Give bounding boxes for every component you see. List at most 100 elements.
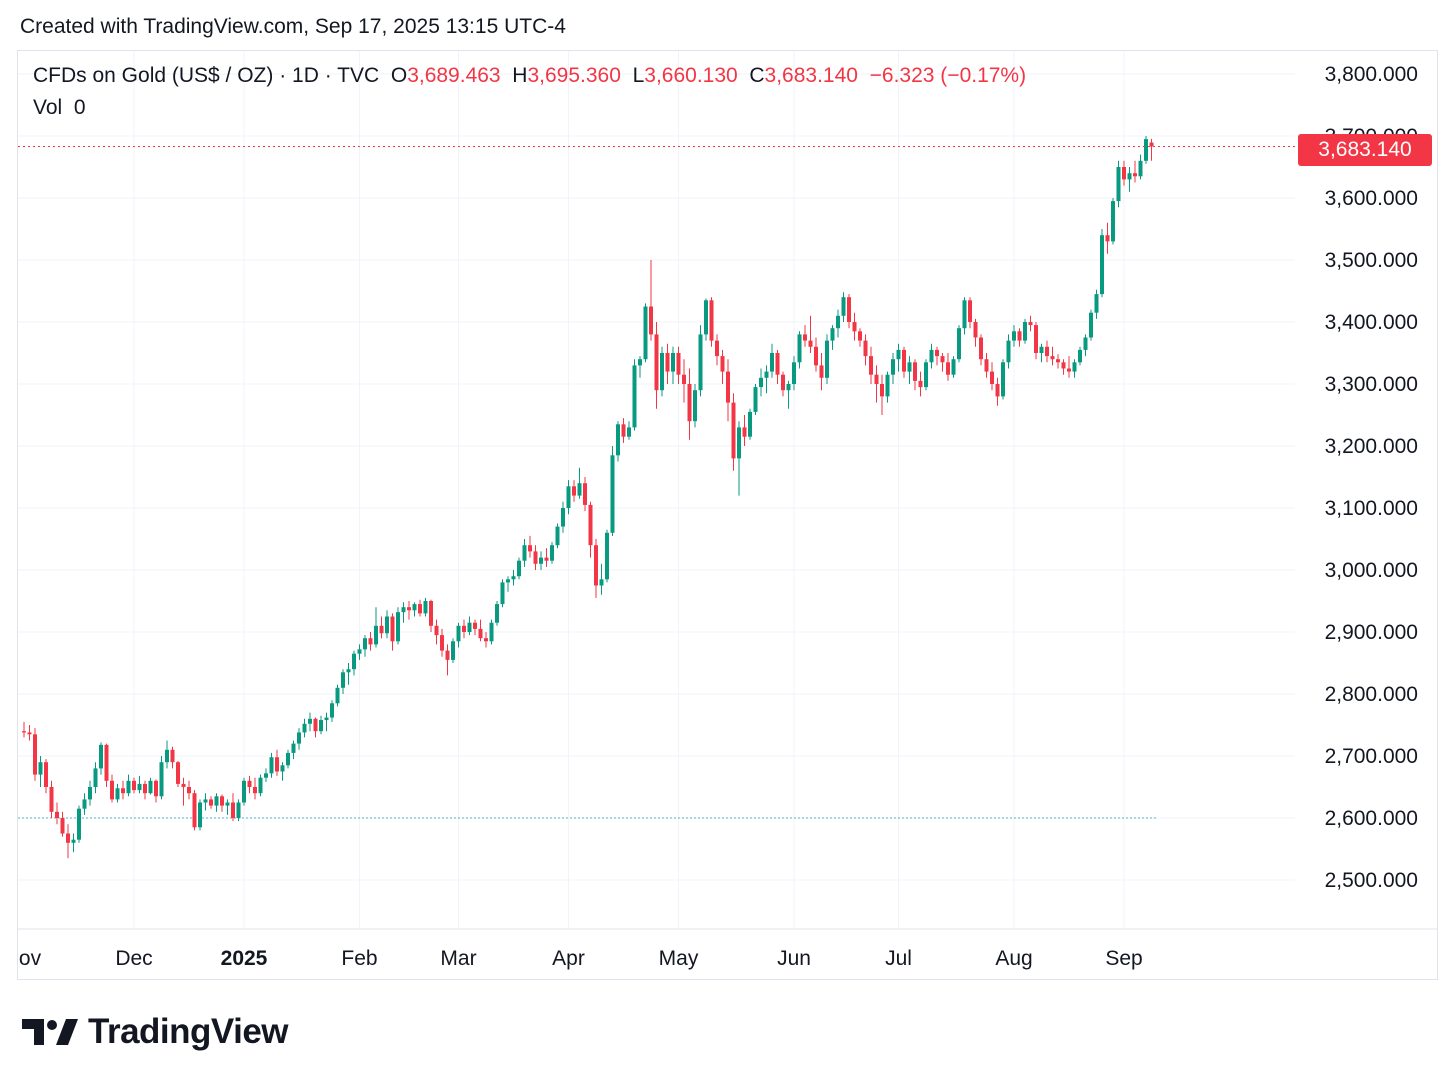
candle-body [544, 557, 549, 561]
candle-body [775, 353, 780, 375]
candle-body [1138, 160, 1143, 177]
candle [902, 346, 906, 378]
candle-body [44, 762, 48, 787]
candle [946, 353, 950, 381]
x-tick-label: Sep [1105, 947, 1142, 970]
candle-body [726, 371, 730, 403]
candle-body [649, 306, 653, 335]
candle [759, 368, 763, 397]
candle-body [231, 802, 235, 818]
candle-body [830, 328, 835, 341]
volume-label: Vol [33, 96, 63, 119]
candle [192, 790, 197, 831]
candle-body [143, 783, 147, 794]
candle-body [715, 340, 719, 357]
candle [451, 638, 455, 663]
candle-body [660, 353, 664, 391]
candle-body [1116, 167, 1121, 202]
candle [511, 570, 516, 586]
candle-body [555, 526, 560, 546]
candle [781, 371, 785, 397]
candle [143, 780, 147, 800]
candle [71, 833, 76, 853]
candle-body [819, 365, 824, 378]
candle-body [126, 780, 131, 794]
candle-body [379, 625, 384, 634]
candle-body [401, 607, 406, 613]
candle-body [588, 504, 593, 546]
candle [187, 780, 191, 800]
candle [330, 700, 334, 722]
brand-name: TradingView [88, 1012, 289, 1051]
candle-body [192, 793, 197, 828]
candlestick-chart[interactable]: 2,500.000 2,600.000 2,700.000 2,800.000 2,90… [0, 0, 1456, 1000]
candle-body [781, 374, 785, 391]
candle [104, 743, 109, 787]
candle [418, 599, 422, 617]
candle [555, 523, 560, 549]
candle-body [473, 622, 477, 629]
candle [979, 334, 983, 366]
candle-body [770, 353, 774, 372]
candle-body [198, 802, 202, 828]
candle [341, 669, 345, 694]
high-label: H [512, 64, 528, 87]
candle [1133, 160, 1137, 183]
candle-body [258, 777, 263, 794]
candle [896, 343, 901, 372]
candle [539, 551, 543, 570]
candle [891, 353, 895, 384]
candle-body [671, 353, 675, 372]
candle-body [220, 796, 224, 806]
candle [319, 715, 323, 735]
candle-body [319, 720, 323, 732]
candle [720, 349, 725, 384]
candle-body [1023, 322, 1027, 341]
candle-body [522, 545, 527, 561]
candle [968, 297, 972, 329]
candle [874, 365, 879, 403]
y-tick-label: 3,100.000 [1325, 497, 1418, 520]
candle-body [665, 353, 670, 372]
candle [1127, 167, 1132, 192]
candle-body [924, 362, 928, 388]
candle-body [759, 377, 763, 388]
candle-body [308, 718, 312, 724]
candle [792, 356, 796, 391]
candle-body [517, 560, 521, 577]
candle [148, 777, 153, 795]
candle [379, 616, 384, 639]
candle [1122, 160, 1126, 186]
candle [924, 359, 928, 391]
candle-body [891, 359, 895, 375]
candle [335, 684, 340, 707]
candle-body [440, 635, 444, 651]
candle [220, 794, 224, 812]
tradingview-brand[interactable]: TradingView [22, 1012, 289, 1052]
candle [93, 762, 98, 794]
candle-body [1001, 362, 1005, 397]
candle-body [1045, 346, 1049, 357]
candle-body [907, 362, 912, 372]
candle-body [297, 732, 301, 744]
candle [1061, 359, 1066, 375]
candle [863, 334, 868, 366]
chart-pane[interactable] [17, 50, 1438, 980]
candle-body [253, 787, 257, 794]
candle-body [836, 315, 840, 329]
candle [643, 303, 648, 363]
candle [764, 365, 769, 394]
candle [308, 712, 312, 732]
candle-body [27, 732, 32, 735]
candle [110, 774, 114, 803]
candle-body [1083, 337, 1088, 350]
candle-body [929, 349, 934, 363]
candle-body [93, 768, 98, 787]
candle-body [385, 616, 389, 634]
candle-body [121, 788, 125, 794]
candle [869, 346, 873, 384]
candle [506, 576, 510, 592]
candle [808, 315, 813, 353]
y-tick-label: 2,800.000 [1325, 683, 1418, 706]
candle [231, 793, 235, 822]
